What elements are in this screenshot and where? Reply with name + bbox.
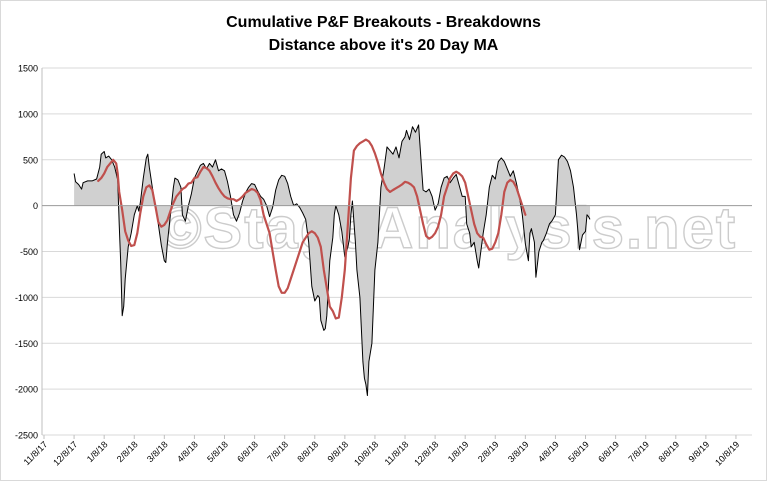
x-tick-label: 6/8/19 [596,439,621,464]
y-tick-label: -2500 [15,431,38,441]
x-tick-label: 1/8/19 [446,439,471,464]
x-tick-label: 4/8/18 [175,439,200,464]
x-tick-label: 5/8/18 [205,439,230,464]
x-tick-label: 8/8/18 [295,439,320,464]
x-tick-label: 8/8/19 [656,439,681,464]
x-tick-label: 2/8/19 [476,439,501,464]
x-tick-label: 12/8/18 [412,439,440,467]
x-tick-label: 11/8/17 [22,439,50,467]
y-tick-label: -500 [20,247,38,257]
axes [41,68,752,439]
y-tick-label: 0 [33,201,38,211]
x-tick-label: 3/8/19 [506,439,531,464]
y-tick-label: 1500 [18,64,38,74]
x-tick-label: 11/8/18 [383,439,411,467]
y-tick-label: 500 [23,155,38,165]
x-tick-label: 12/8/17 [51,439,79,467]
y-tick-label: -2000 [15,385,38,395]
x-tick-label: 2/8/18 [115,439,140,464]
chart-subtitle: Distance above it's 20 Day MA [268,37,499,54]
x-tick-label: 3/8/18 [145,439,170,464]
chart-title: Cumulative P&F Breakouts - Breakdowns [226,14,541,31]
x-tick-label: 9/8/18 [325,439,350,464]
watermark: ©StageAnalysis.net [159,196,737,261]
x-tick-label: 1/8/18 [85,439,110,464]
x-tick-label: 9/8/19 [687,439,712,464]
x-tick-label: 4/8/19 [536,439,561,464]
ma-line [97,138,527,320]
y-tick-labels: 1500 1000 500 0 -500 -1000 -1500 -2000 -2500 [15,64,38,441]
x-tick-label: 6/8/18 [235,439,260,464]
x-tick-label: 5/8/19 [566,439,591,464]
y-tick-label: -1000 [15,293,38,303]
y-tick-label: -1500 [15,339,38,349]
x-tick-label: 10/8/18 [352,439,380,467]
x-tick-label: 7/8/18 [265,439,290,464]
x-tick-label: 7/8/19 [626,439,651,464]
ma-series [97,138,527,320]
y-tick-label: 1000 [18,109,38,119]
x-tick-label: 10/8/19 [713,439,741,467]
x-tick-labels: 11/8/17 12/8/17 1/8/18 2/8/18 3/8/18 4/8/18 5/… [22,439,742,467]
